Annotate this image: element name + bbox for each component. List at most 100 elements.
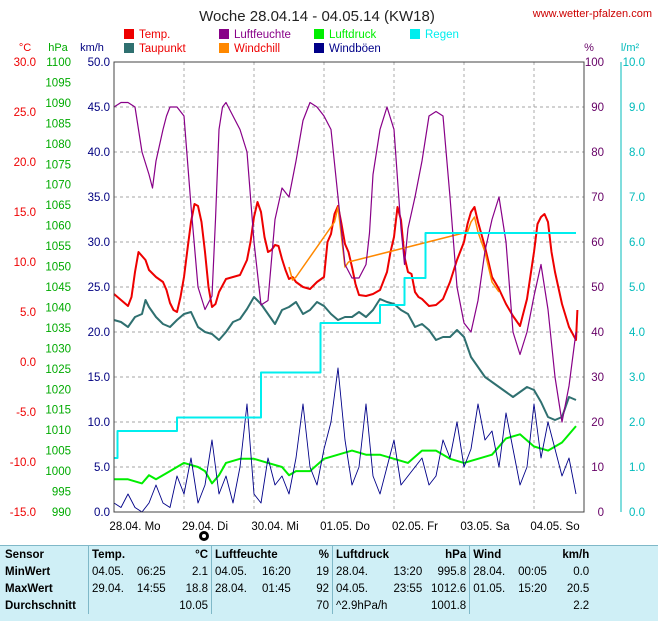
pressure-tick-label: 1100 [46,57,71,69]
humidity-tick-label: 30 [591,372,604,384]
hum-value: 92 [316,582,329,595]
hum-value: 70 [316,599,329,612]
temp-date: 29.04. [87,580,134,597]
header-humidity-unit: % [318,548,329,561]
humidity-tick-label: 20 [591,417,604,429]
wind-tick-label: 20.0 [88,327,110,339]
pressure-tick-label: 1010 [45,425,71,437]
temp-value: 18.8 [185,582,208,595]
temp-date [87,597,134,614]
stats-row-min: MinWert 04.05. 06:25 2.1 04.05. 16:20 19… [0,563,592,580]
temp-tick-label: 10.0 [14,257,36,269]
hum-date: 28.04. [211,580,260,597]
temp-tick-label: 0.0 [20,357,36,369]
header-wind: Wind [469,546,557,563]
press-time [390,597,425,614]
press-time: 23:55 [393,582,423,595]
pressure-tick-label: 1090 [45,98,71,110]
humidity-tick-label: 100 [585,57,604,69]
legend-item: Luftdruck [314,29,377,41]
pressure-tick-label: 990 [52,507,71,519]
rain-tick-label: 6.0 [629,237,645,249]
stats-row-avg: Durchschnitt 10.05 70 ^2.9hPa/h 1001.8 2… [0,597,592,614]
pressure-tick-label: 1060 [45,221,71,233]
legend-swatch [219,43,229,53]
legend-label: Taupunkt [139,43,186,55]
wind-value: 20.5 [566,582,590,595]
wind-date: 28.04. [469,563,516,580]
legend-swatch [314,29,324,39]
hum-date: 04.05. [211,563,260,580]
header-pressure-unit: hPa [445,548,467,561]
legend-label: Regen [425,29,459,41]
site-link[interactable]: www.wetter-pfalzen.com [532,8,652,20]
series-line [113,101,577,423]
chart-title: Woche 28.04.14 - 04.05.14 (KW18) [199,8,435,25]
pressure-tick-label: 1015 [45,405,71,417]
temp-tick-label: -5.0 [16,407,36,419]
stats-header-row: Sensor Temp. °C Luftfeuchte % Luftdruck … [0,546,592,563]
rain-tick-label: 10.0 [623,57,645,69]
pressure-tick-label: 1025 [45,364,71,376]
row-label: Durchschnitt [5,599,76,612]
x-tick-label: 04.05. So [530,521,579,533]
wind-tick-label: 5.0 [94,462,110,474]
drag-handle-icon[interactable] [199,531,209,541]
header-humidity: Luftfeuchte [211,546,302,563]
humidity-tick-label: 90 [591,102,604,114]
axis-units: °C hPa km/h% l/m² [19,42,640,54]
rain-tick-label: 9.0 [629,102,645,114]
legend-label: Temp. [139,29,170,41]
hum-time [259,597,302,614]
legend-item: Temp. [124,29,170,41]
rain-unit: l/m² [621,42,640,54]
pressure-tick-label: 1005 [45,446,71,458]
press-date: ^2.9hPa/h [332,597,391,614]
series-line [114,232,576,459]
press-value: 995.8 [437,565,467,578]
pressure-tick-label: 1080 [45,139,71,151]
temp-tick-label: 5.0 [20,307,36,319]
humidity-tick-label: 70 [591,192,604,204]
pressure-tick-label: 1070 [45,180,71,192]
wind-time: 00:05 [518,565,547,578]
header-wind-unit: km/h [562,548,590,561]
wind-tick-label: 35.0 [88,192,110,204]
legend-label: Windböen [329,43,381,55]
temp-tick-label: 15.0 [14,207,36,219]
humidity-tick-label: 80 [591,147,604,159]
legend-label: Luftfeuchte [234,29,291,41]
wind-tick-label: 40.0 [88,147,110,159]
legend-item: Regen [410,29,459,41]
rain-tick-label: 5.0 [629,282,645,294]
press-time: 13:20 [393,565,423,578]
wind-tick-label: 0.0 [94,507,110,519]
x-tick-label: 30.04. Mi [251,521,298,533]
stats-table: Sensor Temp. °C Luftfeuchte % Luftdruck … [0,546,592,614]
series-line [113,296,577,421]
pressure-unit: hPa [48,42,68,54]
legend-swatch [410,29,420,39]
x-tick-label: 02.05. Fr [392,521,438,533]
series-line [114,425,577,485]
legend-swatch [314,43,324,53]
temp-value: 2.1 [192,565,208,578]
legend-swatch [124,43,134,53]
header-temp: Temp. [88,546,175,563]
series-line [113,367,577,513]
pressure-tick-label: 1095 [45,77,71,89]
pressure-tick-label: 1085 [45,118,71,130]
humidity-tick-label: 40 [591,327,604,339]
x-tick-label: 29.04. Di [182,521,228,533]
pressure-tick-label: 1030 [45,343,71,355]
wind-tick-label: 15.0 [88,372,110,384]
legend-item: Luftfeuchte [219,29,291,41]
plot-frame [113,61,585,513]
left-axis-ticks: -15.0 -10.0 -5.0 0.0 5.0 10.0 15.0 20.0 25.0 30.0… [10,57,110,519]
temp-time [134,597,175,614]
rain-tick-label: 0.0 [629,507,645,519]
temp-time: 06:25 [136,565,166,578]
pressure-tick-label: 1055 [45,241,71,253]
pressure-tick-label: 1045 [45,282,71,294]
pressure-tick-label: 1020 [45,384,71,396]
